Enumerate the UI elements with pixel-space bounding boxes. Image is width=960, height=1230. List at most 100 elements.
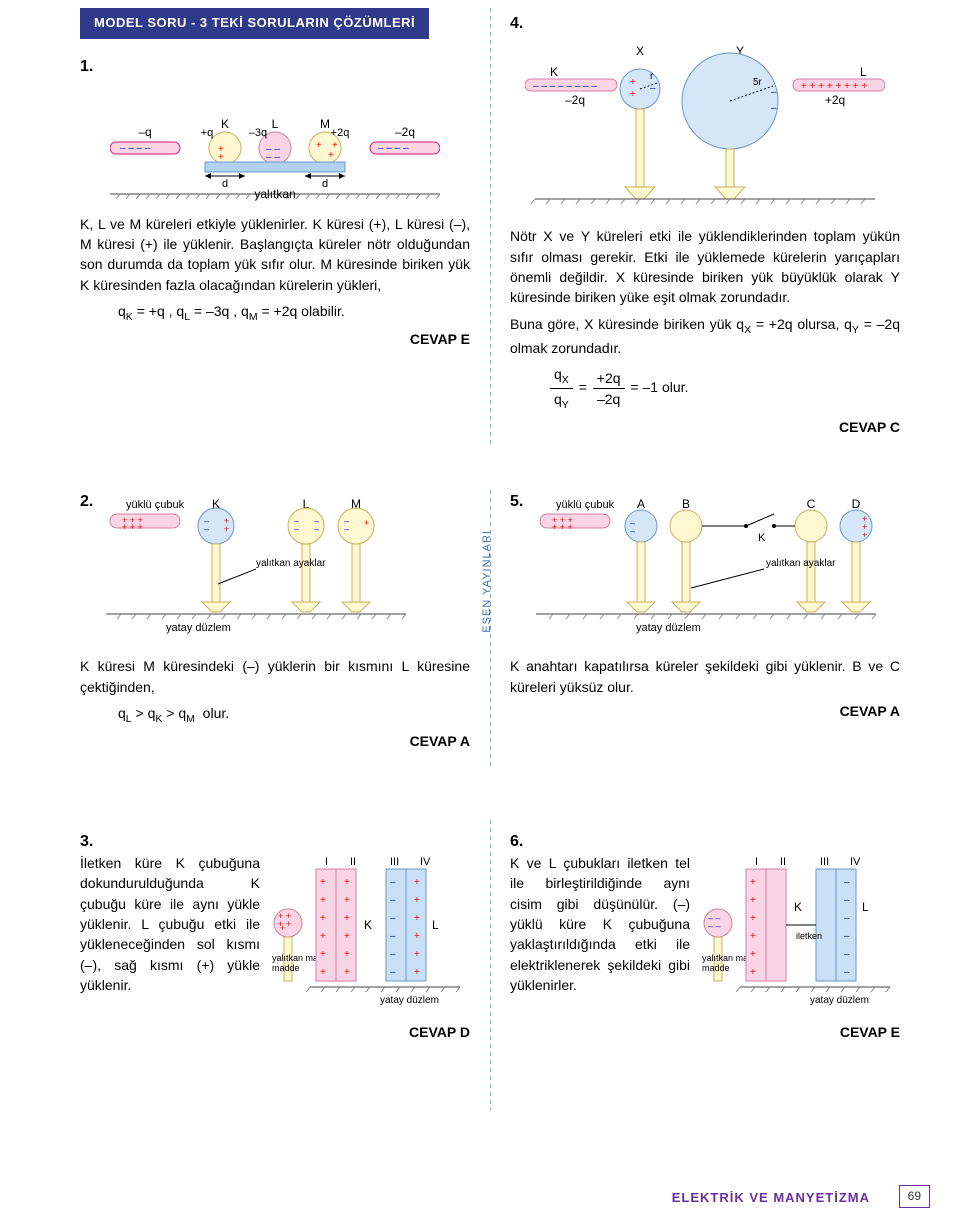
- q2-figure: yüklü çubuk + + + + + + K – – + + L – – …: [106, 496, 406, 646]
- svg-text:+: +: [280, 923, 285, 933]
- svg-text:+: +: [316, 140, 322, 151]
- svg-text:yüklü çubuk: yüklü çubuk: [126, 499, 185, 511]
- svg-text:C: C: [807, 497, 816, 511]
- svg-text:+: +: [630, 77, 636, 88]
- svg-text:– – – –: – – – –: [378, 143, 409, 154]
- q2-number: 2.: [80, 490, 102, 513]
- svg-text:d: d: [222, 178, 228, 190]
- svg-text:IV: IV: [850, 856, 861, 868]
- column-divider-top: [490, 8, 491, 448]
- svg-text:+: +: [414, 967, 420, 978]
- svg-text:+2q: +2q: [825, 93, 845, 107]
- svg-text:–: –: [390, 931, 396, 942]
- svg-text:+: +: [750, 895, 756, 906]
- q6-number: 6.: [510, 830, 532, 853]
- svg-text:yatay düzlem: yatay düzlem: [810, 995, 869, 1006]
- svg-text:–: –: [390, 949, 396, 960]
- page: MODEL SORU - 3 TEKİ SORULARIN ÇÖZÜMLERİ …: [0, 0, 960, 1230]
- svg-text:+: +: [344, 895, 350, 906]
- q5-figure: yüklü çubuk + + + + + + A B C D – – + + …: [536, 496, 876, 646]
- svg-text:+: +: [414, 877, 420, 888]
- svg-text:+: +: [630, 89, 636, 100]
- q1-eq: qK = +q , qL = –3q , qM = +2q olabilir.: [118, 301, 470, 325]
- svg-text:+ + + + + + + +: + + + + + + + +: [801, 81, 867, 92]
- svg-text:D: D: [852, 497, 861, 511]
- q1-text: K, L ve M küreleri etkiyle yüklenirler. …: [80, 214, 470, 295]
- svg-text:+2q: +2q: [331, 127, 350, 139]
- svg-text:L: L: [860, 65, 867, 79]
- svg-text:–: –: [390, 895, 396, 906]
- svg-text:yatay düzlem: yatay düzlem: [166, 622, 231, 634]
- q6-block: 6. K ve L çubukları iletken tel ile birl…: [510, 830, 900, 1043]
- svg-text:+: +: [320, 931, 326, 942]
- q6-text: K ve L çubukları iletken tel ile birleşt…: [510, 853, 690, 1018]
- q2-text: K küresi M küresindeki (–) yüklerin bir …: [80, 656, 470, 697]
- q4-block: 4. X Y K L – – – – – – – – –2q + + + + +…: [510, 12, 900, 437]
- q5-block: 5. yüklü çubuk + + + + + + A B C D – – +…: [510, 490, 900, 721]
- svg-text:IV: IV: [420, 856, 431, 868]
- svg-text:–: –: [844, 967, 850, 978]
- svg-text:–: –: [844, 913, 850, 924]
- publisher-label: ESEN YAYINLARI: [480, 530, 496, 633]
- svg-text:K: K: [364, 918, 372, 932]
- svg-text:+: +: [750, 931, 756, 942]
- svg-text:madde: madde: [702, 963, 730, 973]
- svg-text:+: +: [750, 967, 756, 978]
- svg-text:III: III: [820, 856, 829, 868]
- q2-block: 2. yüklü çubuk + + + + + + K – – + + L –…: [80, 490, 470, 751]
- svg-text:+: +: [320, 949, 326, 960]
- svg-text:+q: +q: [201, 127, 214, 139]
- svg-text:–: –: [204, 524, 209, 534]
- svg-text:–: –: [844, 877, 850, 888]
- q2-answer: CEVAP A: [80, 731, 470, 751]
- svg-text:iletken: iletken: [796, 931, 822, 941]
- svg-text:+: +: [344, 967, 350, 978]
- svg-text:I: I: [755, 856, 758, 868]
- svg-text:L: L: [432, 918, 439, 932]
- svg-text:+: +: [344, 949, 350, 960]
- svg-text:+: +: [320, 895, 326, 906]
- svg-text:+: +: [364, 518, 369, 528]
- svg-text:M: M: [320, 117, 330, 131]
- svg-text:–: –: [771, 103, 777, 114]
- svg-text:+: +: [320, 967, 326, 978]
- svg-text:+: +: [862, 530, 867, 540]
- svg-text:+ + +: + + +: [552, 522, 573, 532]
- svg-text:L: L: [272, 117, 279, 131]
- svg-text:+: +: [344, 931, 350, 942]
- q4-eq: qXqY = +2q–2q = –1 olur.: [548, 364, 900, 413]
- svg-text:–2q: –2q: [565, 93, 585, 107]
- q6-figure: I II III IV – – – – yalıtkan madde madde…: [700, 853, 900, 1018]
- svg-text:–: –: [390, 877, 396, 888]
- svg-text:K: K: [794, 900, 802, 914]
- svg-text:+: +: [344, 877, 350, 888]
- footer-section: ELEKTRİK VE MANYETİZMA: [672, 1189, 870, 1208]
- svg-text:X: X: [636, 44, 644, 58]
- svg-text:+: +: [344, 913, 350, 924]
- q1-answer: CEVAP E: [80, 329, 470, 349]
- svg-text:+: +: [224, 524, 229, 534]
- svg-text:+: +: [750, 913, 756, 924]
- q3-figure: I II III IV + + + + + yalıtkan madde mad…: [270, 853, 470, 1018]
- svg-text:–: –: [630, 526, 635, 536]
- q2-eq: qL > qK > qM olur.: [118, 703, 470, 727]
- svg-text:–3q: –3q: [249, 127, 267, 139]
- svg-text:– –: – –: [708, 921, 721, 931]
- q1-figure: –q – – – – –2q – – – – K L M +q –3q +2q: [80, 84, 470, 204]
- footer-page: 69: [899, 1185, 930, 1208]
- svg-text:–: –: [844, 895, 850, 906]
- svg-text:+: +: [328, 150, 334, 161]
- q1-number: 1.: [80, 55, 102, 78]
- svg-text:madde: madde: [272, 963, 300, 973]
- svg-text:+ + +: + + +: [122, 522, 143, 532]
- footer: ELEKTRİK VE MANYETİZMA 69: [0, 1184, 960, 1212]
- svg-text:I: I: [325, 856, 328, 868]
- column-divider-bot: [490, 820, 491, 1110]
- svg-text:–: –: [390, 913, 396, 924]
- svg-text:+: +: [414, 949, 420, 960]
- svg-text:–: –: [844, 931, 850, 942]
- q6-answer: CEVAP E: [510, 1022, 900, 1042]
- q1-leftq: –q: [138, 125, 151, 139]
- svg-text:d: d: [322, 178, 328, 190]
- page-header: MODEL SORU - 3 TEKİ SORULARIN ÇÖZÜMLERİ: [80, 8, 429, 39]
